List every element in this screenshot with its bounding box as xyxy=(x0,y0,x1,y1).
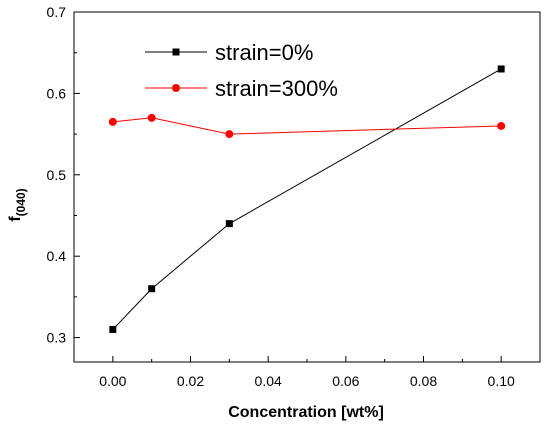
x-tick-label: 0.00 xyxy=(99,373,126,389)
y-axis-title: f(040) xyxy=(7,188,28,221)
x-axis-title: Concentration [wt%] xyxy=(228,404,384,421)
data-point xyxy=(108,117,117,126)
series-1 xyxy=(109,65,505,333)
svg-text:f(040): f(040) xyxy=(7,188,28,221)
y-axis-title-sub: (040) xyxy=(14,188,28,216)
x-axis: 0.00 0.02 0.04 0.06 0.08 0.10 xyxy=(73,356,541,389)
x-tick-label: 0.10 xyxy=(488,373,515,389)
y-axis: 0.3 0.4 0.5 0.6 0.7 xyxy=(47,4,80,346)
data-point xyxy=(497,121,506,130)
y-axis-title-main: f xyxy=(7,216,24,222)
series-layer xyxy=(108,65,506,333)
data-point xyxy=(225,220,233,228)
series-2 xyxy=(108,113,506,139)
series-line xyxy=(112,68,502,330)
legend-item: strain=0% xyxy=(145,40,313,65)
legend-label: strain=300% xyxy=(215,76,338,101)
legend-item: strain=300% xyxy=(145,76,338,101)
y-tick-label: 0.6 xyxy=(47,85,67,101)
y-tick-label: 0.4 xyxy=(47,248,67,264)
legend-label: strain=0% xyxy=(215,40,313,65)
x-tick-label: 0.04 xyxy=(255,373,282,389)
data-point xyxy=(497,65,505,73)
y-tick-label: 0.5 xyxy=(47,167,67,183)
series-line xyxy=(112,117,502,135)
y-tick-label: 0.3 xyxy=(47,330,67,346)
x-tick-label: 0.08 xyxy=(410,373,437,389)
x-tick-label: 0.02 xyxy=(177,373,204,389)
data-point xyxy=(225,130,234,139)
data-point xyxy=(147,113,156,122)
y-tick-label: 0.7 xyxy=(47,4,67,20)
x-tick-label: 0.06 xyxy=(332,373,359,389)
legend-marker xyxy=(172,84,180,92)
legend-marker xyxy=(172,48,180,56)
legend: strain=0% strain=300% xyxy=(145,40,338,101)
data-point xyxy=(109,325,117,333)
data-point xyxy=(148,285,156,293)
